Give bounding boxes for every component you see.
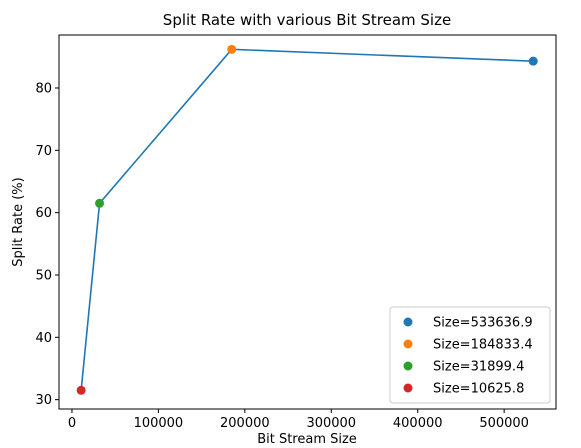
legend-label-3: Size=10625.8	[433, 382, 524, 397]
x-tick-label-5: 500000	[479, 416, 529, 431]
y-tick-label-3: 60	[35, 206, 52, 221]
legend: Size=533636.9 Size=184833.4 Size=31899.4 Si…	[389, 306, 551, 404]
series-line	[80, 48, 534, 391]
legend-frame	[389, 306, 551, 404]
data-points-group	[76, 44, 538, 395]
x-axis-label: Bit Stream Size	[257, 432, 357, 447]
series-line-group	[80, 48, 534, 391]
y-tick-label-5: 80	[35, 81, 52, 96]
y-tick-label-4: 70	[35, 144, 52, 159]
x-tick-label-1: 100000	[134, 416, 184, 431]
legend-marker-0	[403, 317, 413, 327]
legend-marker-2	[403, 361, 413, 371]
y-tick-label-1: 40	[35, 331, 52, 346]
x-tick-label-4: 400000	[393, 416, 443, 431]
y-tick-label-0: 30	[35, 393, 52, 408]
x-tick-label-2: 200000	[220, 416, 270, 431]
data-point-3	[76, 385, 86, 395]
plot-area-frame	[58, 34, 557, 410]
legend-marker-3	[403, 383, 413, 393]
x-tick-label-0: 0	[68, 416, 76, 431]
legend-label-2: Size=31899.4	[433, 360, 524, 375]
y-tick-label-2: 50	[35, 268, 52, 283]
data-point-0	[528, 56, 538, 66]
x-axis: 0 100000 200000 300000 400000 500000	[68, 409, 529, 431]
x-tick-label-3: 300000	[306, 416, 356, 431]
legend-label-0: Size=533636.9	[433, 316, 533, 331]
y-axis-label: Split Rate (%)	[11, 177, 26, 266]
chart-title: Split Rate with various Bit Stream Size	[163, 11, 451, 29]
legend-marker-1	[403, 339, 413, 349]
y-axis: 30 40 50 60 70 80	[35, 81, 59, 408]
data-point-2	[95, 198, 105, 208]
data-point-1	[227, 44, 237, 54]
legend-label-1: Size=184833.4	[433, 338, 533, 353]
